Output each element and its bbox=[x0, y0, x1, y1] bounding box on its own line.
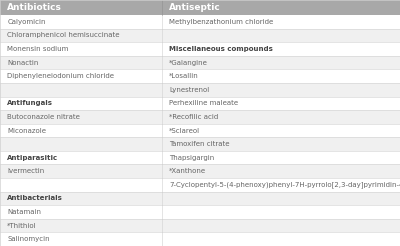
Text: *Thithiol: *Thithiol bbox=[7, 223, 37, 229]
Text: Natamain: Natamain bbox=[7, 209, 41, 215]
Text: *Sclareol: *Sclareol bbox=[169, 127, 200, 134]
Text: Perhexiline maleate: Perhexiline maleate bbox=[169, 100, 238, 106]
Bar bbox=[0, 178, 400, 192]
Text: Miconazole: Miconazole bbox=[7, 127, 46, 134]
Text: Antifungals: Antifungals bbox=[7, 100, 53, 106]
Bar bbox=[0, 165, 400, 178]
Text: Diphenyleneiodonium chloride: Diphenyleneiodonium chloride bbox=[7, 73, 114, 79]
Text: Antiparasitic: Antiparasitic bbox=[7, 155, 58, 161]
Text: Lynestrenol: Lynestrenol bbox=[169, 87, 210, 93]
Text: Calyomicin: Calyomicin bbox=[7, 19, 46, 25]
Text: Salinomycin: Salinomycin bbox=[7, 236, 50, 242]
Text: Antibacterials: Antibacterials bbox=[7, 196, 63, 201]
Text: Antiseptic: Antiseptic bbox=[169, 3, 221, 12]
Bar bbox=[0, 232, 400, 246]
Bar bbox=[0, 15, 400, 29]
Text: Thapsigargin: Thapsigargin bbox=[169, 155, 214, 161]
Text: *Recofilic acid: *Recofilic acid bbox=[169, 114, 218, 120]
Bar bbox=[0, 0, 400, 15]
Text: Miscellaneous compounds: Miscellaneous compounds bbox=[169, 46, 273, 52]
Text: 7-Cyclopentyl-5-(4-phenoxy)phenyl-7H-pyrrolo[2,3-day]pyrimidin-4-ylamine: 7-Cyclopentyl-5-(4-phenoxy)phenyl-7H-pyr… bbox=[169, 182, 400, 188]
Bar bbox=[0, 56, 400, 69]
Bar bbox=[0, 124, 400, 137]
Text: Antibiotics: Antibiotics bbox=[7, 3, 62, 12]
Bar bbox=[0, 219, 400, 232]
Text: Nonactin: Nonactin bbox=[7, 60, 38, 66]
Bar bbox=[0, 151, 400, 165]
Bar bbox=[0, 69, 400, 83]
Text: Ivermectin: Ivermectin bbox=[7, 168, 44, 174]
Bar bbox=[0, 137, 400, 151]
Bar bbox=[0, 192, 400, 205]
Text: *Xanthone: *Xanthone bbox=[169, 168, 206, 174]
Text: *Galangine: *Galangine bbox=[169, 60, 208, 66]
Bar bbox=[0, 29, 400, 42]
Text: Methylbenzathonium chloride: Methylbenzathonium chloride bbox=[169, 19, 274, 25]
Text: Tamoxifen citrate: Tamoxifen citrate bbox=[169, 141, 230, 147]
Bar bbox=[0, 83, 400, 96]
Text: Chloramphenicol hemisuccinate: Chloramphenicol hemisuccinate bbox=[7, 32, 120, 38]
Bar bbox=[0, 42, 400, 56]
Bar bbox=[0, 110, 400, 124]
Bar bbox=[0, 205, 400, 219]
Bar bbox=[0, 96, 400, 110]
Text: *Losallin: *Losallin bbox=[169, 73, 199, 79]
Text: Butoconazole nitrate: Butoconazole nitrate bbox=[7, 114, 80, 120]
Text: Monensin sodium: Monensin sodium bbox=[7, 46, 68, 52]
